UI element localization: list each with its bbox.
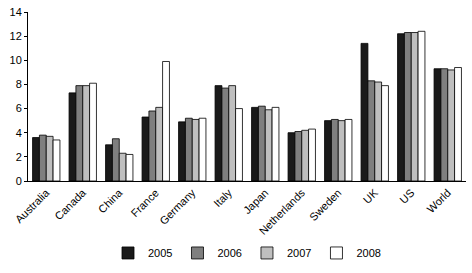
svg-text:6: 6 — [16, 102, 22, 114]
svg-text:2005: 2005 — [148, 247, 172, 259]
svg-text:2008: 2008 — [356, 247, 380, 259]
svg-text:2006: 2006 — [217, 247, 241, 259]
svg-text:China: China — [96, 186, 125, 215]
svg-text:Sweden: Sweden — [307, 187, 344, 224]
svg-text:Japan: Japan — [241, 187, 271, 217]
svg-text:Canada: Canada — [52, 186, 88, 222]
svg-text:0: 0 — [16, 175, 22, 187]
svg-text:2007: 2007 — [287, 247, 311, 259]
svg-text:Australia: Australia — [13, 186, 52, 225]
svg-text:Netherlands: Netherlands — [257, 186, 308, 237]
svg-text:Germany: Germany — [157, 186, 198, 227]
svg-text:UK: UK — [361, 186, 381, 206]
svg-text:World: World — [424, 187, 453, 216]
svg-text:2: 2 — [16, 151, 22, 163]
svg-text:Italy: Italy — [211, 186, 234, 209]
svg-text:14: 14 — [10, 6, 22, 18]
svg-text:France: France — [128, 187, 161, 220]
svg-text:12: 12 — [10, 30, 22, 42]
svg-text:4: 4 — [16, 127, 22, 139]
svg-text:10: 10 — [10, 54, 22, 66]
svg-text:8: 8 — [16, 78, 22, 90]
svg-text:US: US — [397, 187, 416, 206]
